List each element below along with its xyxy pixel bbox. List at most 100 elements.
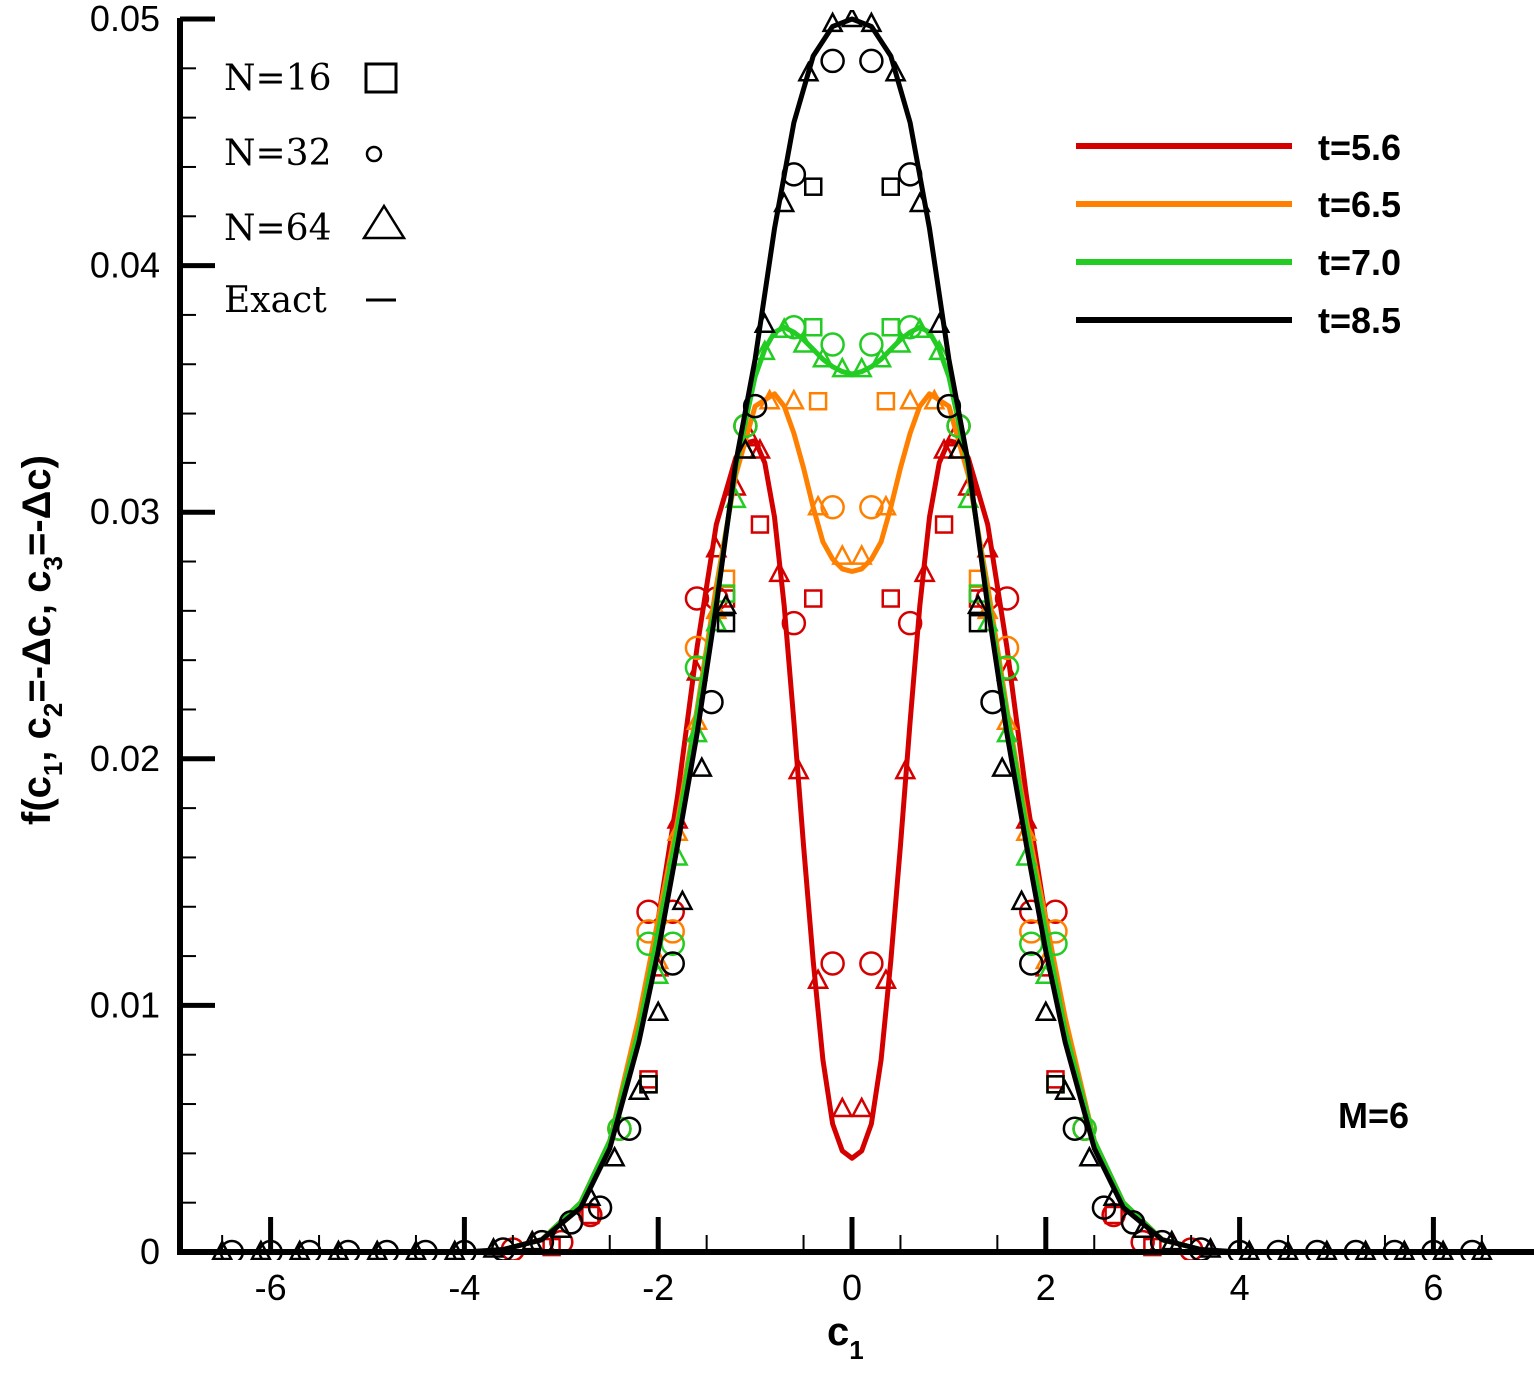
circle-marker: [699, 689, 724, 715]
circle-marker: [859, 951, 884, 976]
triangle-marker: [671, 889, 694, 911]
y-tick-label: 0.02: [90, 738, 160, 779]
triangle-marker: [647, 1000, 670, 1022]
triangle-marker: [821, 11, 844, 33]
triangle-marker: [928, 339, 951, 361]
x-tick-label: -2: [642, 1267, 674, 1308]
triangle-marker: [850, 356, 873, 378]
triangle-marker: [1078, 1145, 1101, 1167]
y-tick-label: 0.01: [90, 984, 160, 1025]
triangle-marker: [1199, 1236, 1222, 1258]
marker-legend-label-n32: N=32: [224, 133, 331, 174]
square-marker: [803, 589, 823, 608]
x-axis-title: c1: [827, 1310, 864, 1365]
circle-marker: [820, 48, 845, 74]
triangle-marker: [913, 561, 936, 583]
triangle-marker: [482, 1236, 505, 1258]
triangle-marker: [690, 755, 713, 777]
y-tick-label: 0.04: [90, 245, 160, 286]
circle-marker: [1062, 1116, 1088, 1141]
triangle-marker: [991, 755, 1014, 777]
triangle-marker: [753, 339, 776, 361]
x-tick-label: 2: [1036, 1267, 1056, 1308]
square-marker: [934, 515, 954, 534]
x-axis-title-main: c: [827, 1310, 849, 1354]
circle-marker-icon: [365, 145, 383, 163]
triangle-marker: [850, 1096, 873, 1118]
triangle-marker: [1131, 1217, 1154, 1239]
triangle-marker: [966, 593, 990, 615]
exact-line: [500, 324, 1204, 1252]
square-marker: [1046, 1070, 1065, 1089]
triangle-marker: [928, 312, 951, 334]
legend-label-t65: t=6.5: [1318, 184, 1401, 225]
circle-marker: [859, 332, 884, 357]
triangle-marker: [850, 543, 873, 565]
triangle-marker: [947, 437, 970, 459]
triangle-marker: [899, 388, 922, 410]
square-marker-icon: [364, 62, 398, 94]
square-marker: [1104, 1205, 1123, 1225]
triangle-marker: [603, 1145, 626, 1167]
square-marker: [581, 1205, 600, 1225]
y-title-part-4: =-Δc, c: [15, 571, 59, 703]
triangle-marker: [1010, 889, 1033, 911]
triangle-marker: [869, 346, 893, 368]
triangle-marker: [773, 191, 796, 213]
series-layer: [200, 10, 1504, 1260]
circle-marker: [684, 586, 710, 611]
circle-marker: [820, 332, 845, 357]
circle-marker: [1019, 951, 1044, 976]
legend-label-t70: t=7.0: [1318, 242, 1401, 283]
triangle-marker: [884, 60, 907, 82]
svg-text:f(c1, c2=-Δc, c3=-Δc): f(c1, c2=-Δc, c3=-Δc): [15, 455, 68, 825]
triangle-marker: [831, 1096, 854, 1118]
series-legend: t=5.6 t=6.5 t=7.0 t=8.5: [1076, 127, 1401, 341]
triangle-marker: [860, 11, 883, 33]
triangle-marker: [1034, 1000, 1057, 1022]
square-marker: [808, 391, 828, 411]
series-t=8.5: [200, 10, 1504, 1260]
triangle-marker: [932, 437, 956, 459]
axes: 0 0.01 0.02 0.03 0.04 0.05 -6 -4 -2 0 2 4 6: [90, 0, 1534, 1308]
triangle-marker: [889, 331, 912, 353]
triangle-marker: [768, 561, 791, 583]
marker-legend-label-n16: N=16: [224, 58, 331, 99]
circle-marker: [616, 1116, 642, 1141]
circle-marker: [980, 689, 1005, 715]
y-title-part-5: 3: [38, 556, 68, 570]
triangle-marker: [773, 317, 796, 338]
square-marker: [876, 391, 896, 411]
square-marker: [881, 177, 901, 196]
x-tick-label: 0: [842, 1267, 862, 1308]
triangle-marker: [874, 494, 897, 516]
triangle-marker: [627, 1079, 650, 1100]
triangle-marker: [908, 317, 931, 338]
x-tick-label: 4: [1230, 1267, 1250, 1308]
circle-marker: [1091, 1195, 1117, 1220]
x-axis-title-sub: 1: [849, 1335, 863, 1365]
y-tick-label: 0: [140, 1231, 160, 1272]
x-tick-label: -4: [448, 1267, 480, 1308]
square-marker: [881, 589, 901, 608]
y-title-part-3: 2: [38, 703, 68, 717]
x-tick-label: 6: [1423, 1267, 1443, 1308]
square-marker: [881, 318, 901, 337]
triangle-marker: [797, 60, 820, 82]
y-title-part-6: =-Δc): [15, 455, 59, 556]
y-title-part-1: 1: [38, 762, 68, 776]
x-ticks: -6 -4 -2 0 2 4 6: [221, 1217, 1483, 1308]
triangle-marker: [908, 191, 931, 213]
circle-marker: [897, 162, 923, 187]
circle-marker: [897, 315, 923, 340]
square-marker: [716, 613, 736, 633]
square-marker: [803, 177, 823, 196]
circle-marker: [859, 495, 884, 520]
triangle-marker: [807, 968, 830, 989]
triangle-marker: [874, 968, 897, 989]
triangle-marker: [811, 346, 835, 368]
square-marker: [803, 318, 823, 337]
marker-legend: N=16 N=32 N=64 Exact: [224, 58, 407, 321]
circle-marker: [936, 393, 962, 419]
